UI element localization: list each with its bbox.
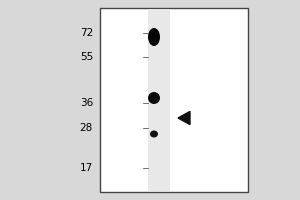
Text: 17: 17	[80, 163, 93, 173]
Ellipse shape	[148, 28, 160, 46]
Text: 28: 28	[80, 123, 93, 133]
Text: 55: 55	[80, 52, 93, 62]
Text: 36: 36	[80, 98, 93, 108]
Ellipse shape	[148, 92, 160, 104]
Bar	[100, 8, 248, 192]
Ellipse shape	[150, 130, 158, 138]
Text: 72: 72	[80, 28, 93, 38]
Bar	[148, 9, 170, 191]
Polygon shape	[178, 111, 190, 125]
